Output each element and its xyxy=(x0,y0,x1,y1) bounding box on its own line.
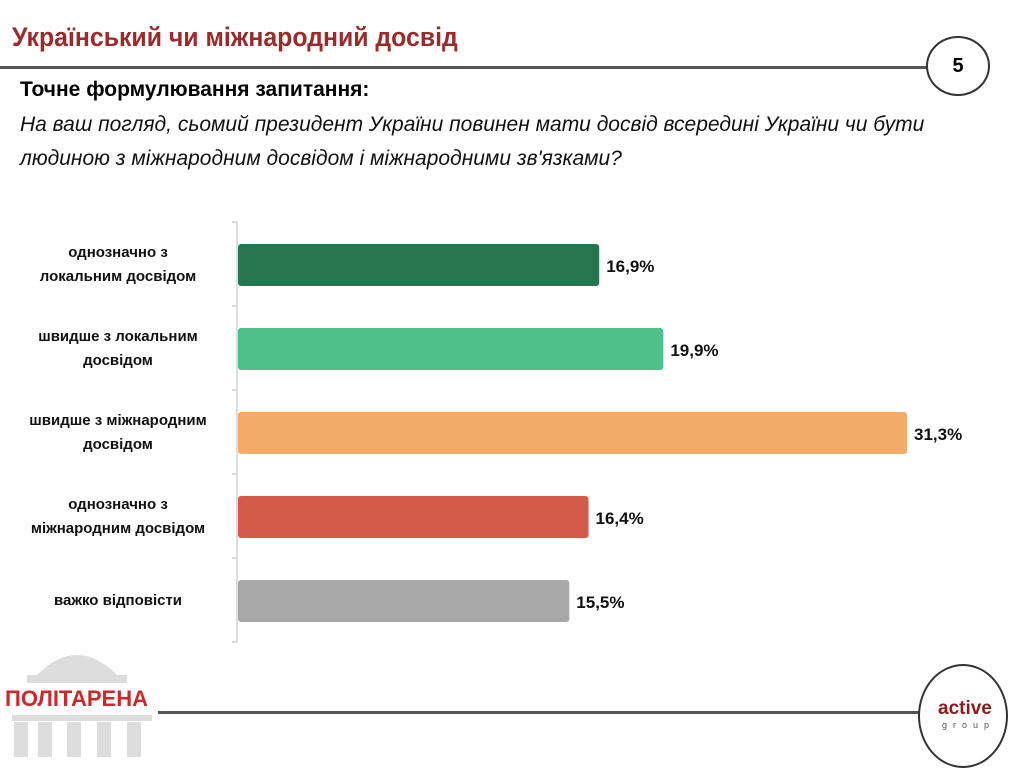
group-logo-text: group xyxy=(942,720,996,730)
category-label: однозначно з xyxy=(68,496,168,513)
question-label: Точне формулювання запитання: xyxy=(20,78,370,101)
category-label: однозначно з xyxy=(68,244,168,261)
category-label: швидше з локальним xyxy=(38,328,198,345)
bar xyxy=(238,496,589,538)
header-divider xyxy=(0,66,928,69)
question-text: На ваш погляд, сьомий президент України … xyxy=(20,113,925,170)
category-label: міжнародним досвідом xyxy=(31,520,205,537)
data-label: 16,9% xyxy=(606,257,654,276)
slide-title: Український чи міжнародний досвід xyxy=(12,22,458,52)
data-label: 16,4% xyxy=(596,509,644,528)
page-number: 5 xyxy=(926,36,990,96)
bar xyxy=(238,580,570,622)
active-group-logo: active group xyxy=(918,664,1008,768)
category-label: локальним досвідом xyxy=(40,268,196,285)
bar xyxy=(238,412,907,454)
category-label: досвідом xyxy=(83,436,153,453)
category-label: швидше з міжнародним xyxy=(29,412,206,429)
category-label: важко відповісти xyxy=(54,592,182,609)
active-logo-text: active xyxy=(938,698,992,719)
politarena-logo-text: ПОЛІТАРЕНА xyxy=(5,686,148,711)
bar xyxy=(238,328,664,370)
data-label: 15,5% xyxy=(576,593,624,612)
data-label: 19,9% xyxy=(670,341,718,360)
politarena-logo: ПОЛІТАРЕНА xyxy=(5,655,152,757)
footer-divider xyxy=(158,711,928,714)
bar-chart: 16,9% однозначно з локальним досвідом 19,9%… xyxy=(29,221,962,643)
bar xyxy=(238,244,600,286)
category-label: досвідом xyxy=(83,352,153,369)
data-label: 31,3% xyxy=(914,425,962,444)
